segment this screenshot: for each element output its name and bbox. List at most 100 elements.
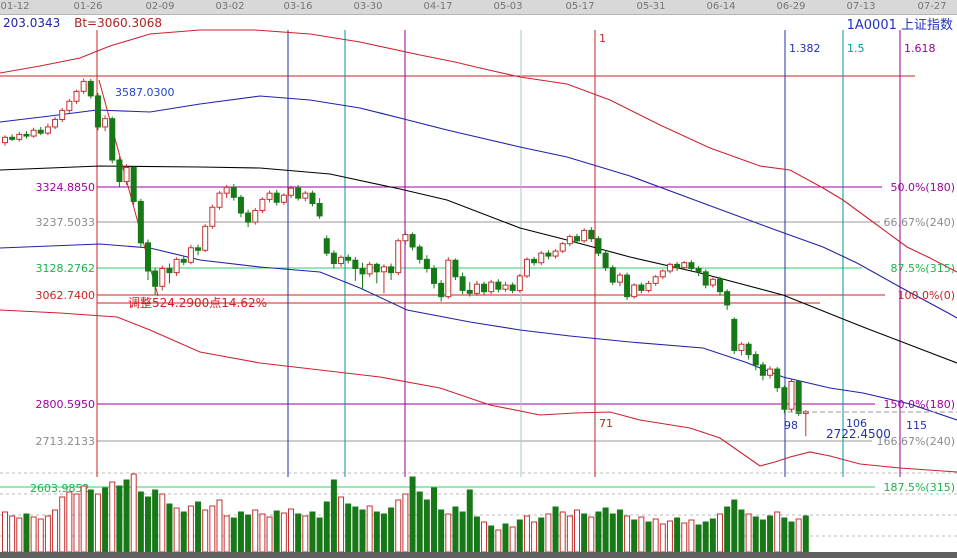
- volume-bar: [73, 493, 80, 553]
- candle-body: [330, 252, 337, 265]
- volume-bar: [245, 514, 252, 553]
- candle-body: [624, 274, 631, 298]
- candle-body: [552, 250, 559, 257]
- volume-bar: [581, 513, 588, 553]
- candle-body: [724, 291, 731, 306]
- chart-annotation: 1.382: [789, 42, 821, 55]
- volume-bar: [266, 516, 273, 553]
- volume-bar: [345, 503, 352, 553]
- candle-body: [709, 278, 716, 286]
- candle-body: [581, 229, 588, 242]
- candle-body: [388, 266, 395, 274]
- candle-body: [30, 129, 37, 137]
- volume-bar: [87, 489, 94, 553]
- volume-bar: [774, 511, 781, 553]
- volume-bar: [738, 509, 745, 553]
- candle-body: [531, 258, 538, 264]
- candle-body: [452, 259, 459, 278]
- candle-body: [2, 136, 8, 144]
- volume-bar: [2, 511, 8, 553]
- volume-bar: [80, 485, 87, 553]
- red-upper-band-line: [0, 29, 957, 273]
- volume-bar: [359, 509, 366, 553]
- volume-bar: [538, 517, 545, 553]
- candle-body: [59, 109, 66, 120]
- candle-body: [559, 243, 566, 252]
- candle-body: [731, 318, 738, 351]
- candle-body: [87, 80, 94, 97]
- volume-bar: [152, 489, 159, 553]
- candle-body: [588, 229, 595, 240]
- candle-body: [130, 166, 137, 202]
- candle-body: [359, 267, 366, 275]
- candle-body: [237, 196, 244, 214]
- volume-bar: [237, 511, 244, 553]
- volume-bar: [409, 476, 416, 553]
- candle-body: [702, 271, 709, 286]
- candle-body: [223, 186, 230, 194]
- candle-body: [145, 242, 151, 272]
- volume-bar: [545, 513, 552, 553]
- date-label: 05-31: [636, 1, 666, 12]
- candle-body: [681, 262, 688, 269]
- candle-body: [774, 368, 781, 389]
- volume-bar: [502, 523, 509, 553]
- volume-bar: [309, 511, 316, 553]
- candle-body: [695, 267, 702, 273]
- candle-body: [323, 238, 330, 254]
- candle-body: [495, 281, 502, 290]
- volume-bar: [230, 517, 237, 553]
- blue-lower-ma-line: [0, 243, 957, 421]
- candle-body: [316, 203, 323, 217]
- volume-bar: [602, 507, 609, 553]
- date-label: 05-17: [565, 1, 595, 12]
- volume-bar: [380, 513, 387, 553]
- fib-percent-label: 166.67%(240): [876, 435, 955, 448]
- candle-body: [9, 136, 16, 140]
- candle-body: [252, 210, 259, 223]
- candle-body: [473, 283, 480, 294]
- volume-bar: [609, 513, 616, 553]
- volume-bar: [624, 515, 631, 553]
- date-label: 01-26: [73, 1, 103, 12]
- candle-body: [752, 354, 759, 366]
- candle-body: [202, 225, 209, 251]
- chart-annotation: 71: [599, 417, 613, 430]
- candle-body: [416, 246, 423, 260]
- candle-body: [230, 186, 237, 198]
- volume-bar: [645, 521, 652, 553]
- candle-body: [502, 284, 509, 290]
- candle-body: [195, 247, 202, 251]
- chart-annotation: 调整524.2900点14.62%: [128, 295, 267, 310]
- fib-percent-label: 150.0%(180): [883, 398, 955, 411]
- volume-bar: [16, 517, 23, 553]
- candle-body: [595, 238, 602, 254]
- candle-body: [44, 126, 51, 134]
- date-label: 07-27: [917, 1, 947, 12]
- chart-annotation: 2722.4500: [826, 427, 891, 441]
- candle-body: [152, 270, 159, 287]
- volume-bar: [323, 501, 330, 553]
- date-axis: 01-12 01-26 02-09 03-02 03-16 03-30 04-17 05-03…: [0, 0, 957, 15]
- date-label: 02-09: [145, 1, 175, 12]
- volume-bar: [695, 524, 702, 553]
- candle-body: [481, 283, 488, 293]
- candle-body: [395, 240, 402, 274]
- volume-bar: [509, 526, 516, 553]
- date-label: 07-13: [846, 1, 876, 12]
- candle-body: [366, 263, 373, 275]
- volume-bar: [473, 516, 480, 553]
- volume-bar: [187, 505, 194, 553]
- volume-bar: [94, 493, 101, 553]
- candle-body: [666, 263, 673, 272]
- candle-body: [166, 267, 173, 274]
- candle-body: [402, 234, 409, 242]
- candle-body: [466, 289, 473, 294]
- volume-bar: [781, 517, 788, 553]
- volume-bar: [638, 516, 645, 553]
- volume-bar: [352, 506, 359, 553]
- volume-bar: [445, 513, 452, 553]
- volume-bar: [588, 516, 595, 553]
